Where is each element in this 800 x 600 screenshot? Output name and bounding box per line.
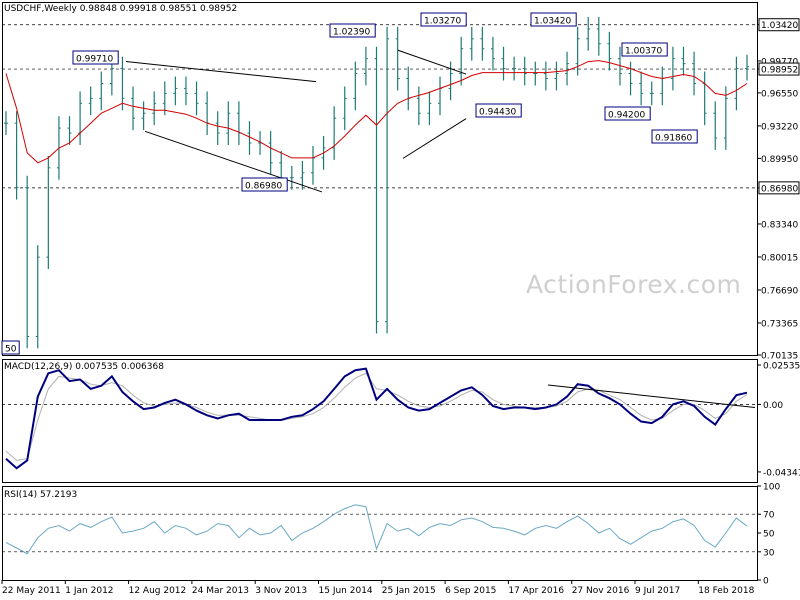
price-tick-label-8: 0.80015 bbox=[761, 253, 798, 263]
level-label: 1.03270 bbox=[424, 17, 461, 27]
ohlc-low: 0.98551 bbox=[159, 4, 198, 14]
price-tick-label-2: 0.98952 bbox=[761, 66, 798, 76]
x-tick-label: 24 Mar 2013 bbox=[192, 586, 249, 596]
trendline-upper-wedge bbox=[397, 49, 467, 75]
level-label-box bbox=[72, 50, 119, 65]
level-label-box bbox=[475, 103, 522, 118]
level-label: 1.00370 bbox=[625, 47, 662, 57]
rsi-tick-label: 30 bbox=[763, 548, 775, 558]
macd-tick-label: 0.025353 bbox=[763, 361, 800, 371]
macd-signal-line bbox=[5, 372, 748, 461]
rsi-tick-label: 50 bbox=[763, 530, 775, 540]
rsi-tick-label: 0 bbox=[763, 577, 769, 587]
x-tick-label: 25 Jan 2015 bbox=[382, 586, 436, 596]
x-tick-label: 12 Aug 2012 bbox=[129, 586, 187, 596]
x-tick-label: 9 Jul 2017 bbox=[635, 586, 680, 596]
watermark: ActionForex.com bbox=[526, 270, 742, 299]
rsi-tick-label: 100 bbox=[763, 483, 780, 493]
panel-frame-1 bbox=[2, 359, 758, 483]
x-tick-label: 3 Nov 2013 bbox=[255, 586, 307, 596]
macd-tick-label: 0.00 bbox=[763, 401, 783, 411]
price-panel-title: USDCHF,Weekly 0.98848 0.99918 0.98551 0.… bbox=[4, 4, 238, 14]
level-label: 0.86980 bbox=[245, 182, 282, 192]
x-tick-label: 17 Apr 2016 bbox=[508, 586, 564, 596]
moving-average-line bbox=[5, 60, 748, 164]
ohlc-close: 0.98952 bbox=[199, 4, 238, 14]
price-tick-label-1: 0.99770 bbox=[761, 57, 798, 67]
rsi-line bbox=[5, 504, 748, 555]
trendline-lower-wedge bbox=[402, 118, 467, 159]
x-tick-label: 27 Nov 2016 bbox=[572, 586, 630, 596]
price-tick-label-11: 0.70135 bbox=[761, 352, 798, 362]
price-tick-label-7: 0.83340 bbox=[761, 220, 798, 230]
trendline-upper-triangle bbox=[125, 61, 317, 83]
x-tick-label: 6 Sep 2015 bbox=[445, 586, 496, 596]
macd-panel-title: MACD(12,26,9) 0.007535 0.006368 bbox=[4, 362, 164, 372]
level-label-box bbox=[604, 106, 651, 121]
level-label: 0.94200 bbox=[608, 111, 645, 121]
price-tick-label-9: 0.76690 bbox=[761, 286, 798, 296]
rsi-panel-title: RSI(14) 57.2193 bbox=[4, 490, 78, 500]
x-tick-label: 22 May 2011 bbox=[2, 586, 61, 596]
panel-frame-0 bbox=[2, 2, 758, 356]
macd-tick-label: -0.043419 bbox=[763, 468, 800, 478]
level-label-box bbox=[241, 177, 288, 192]
level-label: 0.91860 bbox=[655, 134, 692, 144]
ohlc-high: 0.99918 bbox=[119, 4, 158, 14]
ohlc-open: 0.98848 bbox=[79, 4, 117, 14]
price-tick-label-0: 1.03420 bbox=[761, 21, 798, 31]
price-tick-label-5: 0.89950 bbox=[761, 155, 798, 165]
level-label-box bbox=[651, 129, 698, 144]
level-label-box bbox=[1, 340, 20, 355]
rsi-tick-label: 70 bbox=[763, 511, 775, 521]
symbol-label: USDCHF bbox=[4, 4, 42, 14]
x-tick-label: 15 Jun 2014 bbox=[319, 586, 373, 596]
level-label: 0.94430 bbox=[479, 108, 516, 118]
timeframe-label: Weekly bbox=[44, 4, 77, 14]
level-label-box bbox=[420, 12, 467, 27]
price-tick-box-0 bbox=[758, 18, 800, 32]
level-label: 50 bbox=[5, 345, 17, 355]
price-tick-box-6 bbox=[758, 181, 800, 195]
level-label-box bbox=[329, 23, 376, 38]
level-label: 1.03420 bbox=[534, 17, 571, 27]
price-tick-label-6: 0.86980 bbox=[761, 184, 798, 194]
trendline-lower-triangle bbox=[144, 130, 323, 193]
price-tick-label-3: 0.96550 bbox=[761, 89, 798, 99]
x-tick-label: 18 Feb 2018 bbox=[698, 586, 754, 596]
price-tick-label-4: 0.93220 bbox=[761, 122, 798, 132]
level-label: 1.02390 bbox=[333, 28, 370, 38]
level-label-box bbox=[530, 12, 577, 27]
price-tick-box-2 bbox=[758, 62, 800, 76]
macd-trendline bbox=[547, 384, 756, 409]
macd-line bbox=[5, 367, 748, 470]
level-label: 0.99710 bbox=[76, 55, 113, 65]
price-tick-label-10: 0.73365 bbox=[761, 319, 798, 329]
level-label-box bbox=[621, 42, 668, 57]
x-tick-label: 1 Jan 2012 bbox=[65, 586, 113, 596]
